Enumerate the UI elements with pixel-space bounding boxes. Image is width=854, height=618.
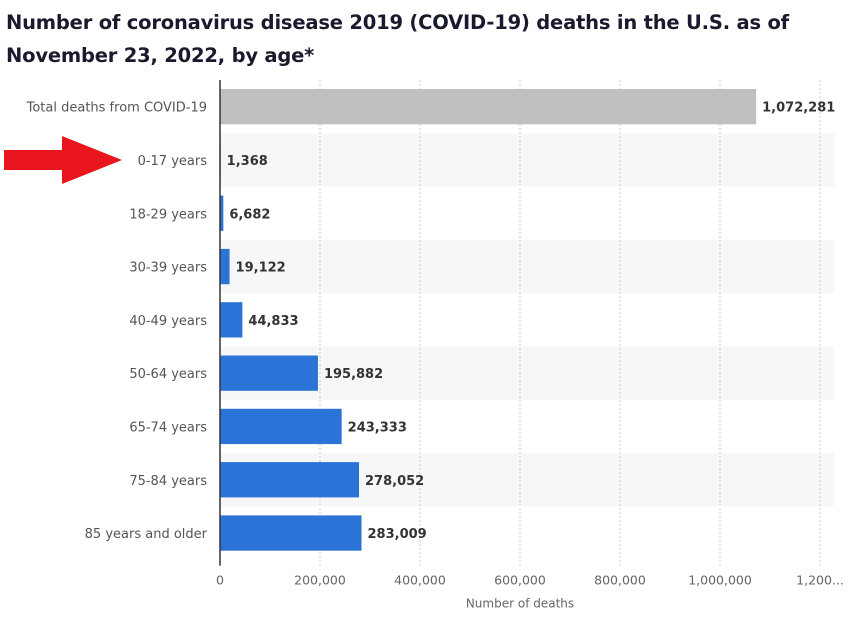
category-label: 50-64 years bbox=[129, 367, 207, 382]
chart-title: Number of coronavirus disease 2019 (COVI… bbox=[6, 11, 789, 67]
category-label: 65-74 years bbox=[129, 420, 207, 435]
x-tick-label: 800,000 bbox=[594, 573, 646, 588]
category-label: Total deaths from COVID-19 bbox=[26, 101, 207, 116]
x-tick-label: 600,000 bbox=[494, 573, 546, 588]
bar bbox=[220, 248, 230, 285]
bar bbox=[220, 355, 318, 391]
value-label: 283,009 bbox=[368, 527, 427, 542]
value-label: 1,368 bbox=[227, 154, 268, 169]
value-label: 195,882 bbox=[324, 367, 383, 382]
bar bbox=[220, 462, 360, 498]
x-tick-label: 1,200... bbox=[796, 573, 844, 588]
value-label: 278,052 bbox=[365, 474, 424, 489]
bar bbox=[220, 515, 362, 551]
value-label: 19,122 bbox=[236, 261, 286, 276]
x-axis-title: Number of deaths bbox=[466, 597, 574, 611]
x-tick-label: 1,000,000 bbox=[688, 573, 752, 588]
x-tick-label: 400,000 bbox=[394, 573, 446, 588]
value-label: 6,682 bbox=[229, 207, 270, 222]
bar bbox=[220, 408, 342, 445]
category-label: 30-39 years bbox=[129, 261, 207, 276]
category-label: 18-29 years bbox=[129, 207, 207, 222]
bar bbox=[220, 195, 224, 231]
category-label: 85 years and older bbox=[85, 527, 208, 542]
bar bbox=[220, 89, 757, 125]
row-band bbox=[220, 133, 834, 187]
bar bbox=[220, 302, 243, 338]
value-label: 1,072,281 bbox=[762, 101, 835, 116]
value-label: 243,333 bbox=[348, 420, 407, 435]
value-label: 44,833 bbox=[248, 314, 298, 329]
red-arrow-icon bbox=[4, 135, 122, 184]
category-label: 75-84 years bbox=[129, 474, 207, 489]
x-tick-label: 200,000 bbox=[294, 573, 346, 588]
category-label: 0-17 years bbox=[138, 154, 208, 169]
x-tick-label: 0 bbox=[216, 573, 224, 588]
row-band bbox=[220, 346, 834, 400]
category-label: 40-49 years bbox=[129, 314, 207, 329]
row-band bbox=[220, 239, 834, 294]
